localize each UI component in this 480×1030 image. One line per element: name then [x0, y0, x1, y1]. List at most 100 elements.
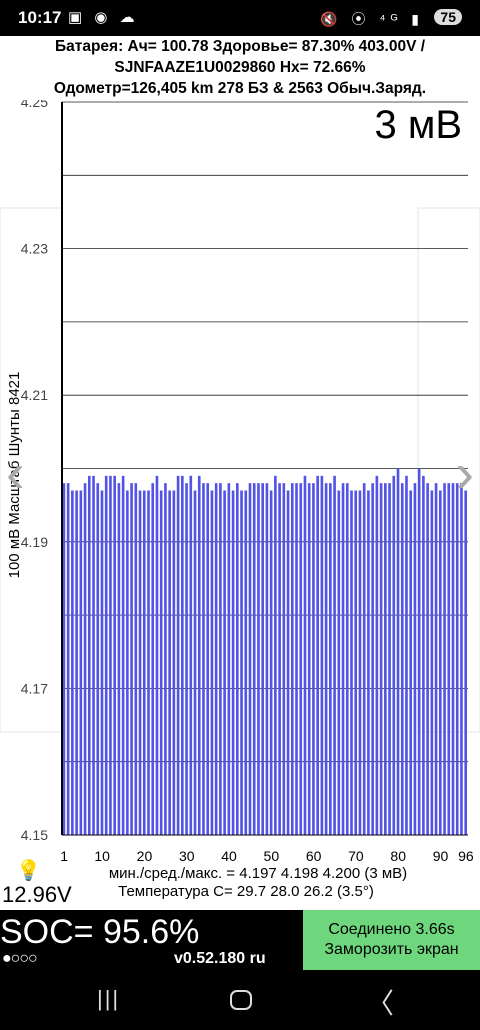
bar [303, 475, 307, 835]
bar [172, 490, 176, 835]
bar [447, 483, 451, 835]
bar [130, 483, 133, 835]
bar [121, 475, 125, 835]
y-tick-label: 4.21 [21, 387, 48, 403]
y-tick-label: 4.23 [21, 241, 48, 257]
bar [206, 483, 210, 835]
home-icon[interactable] [230, 990, 252, 1010]
bar [164, 483, 167, 835]
x-tick-label: 1 [60, 848, 68, 864]
bar [362, 483, 366, 835]
bar [240, 490, 243, 835]
y-axis-label: 100 мВ Масштаб Шунты 8421 [6, 372, 23, 579]
bar [422, 475, 425, 835]
bar [96, 483, 100, 835]
bar [413, 483, 417, 835]
aux-voltage: 12.96V [2, 882, 72, 907]
y-tick-label: 4.17 [21, 680, 48, 696]
status-time: 10:17 [18, 8, 62, 27]
x-tick-label: 40 [221, 848, 237, 864]
notification-icons: ▣ ◉ ☁ [68, 9, 139, 26]
scale-annotation: 3 мВ [374, 103, 462, 147]
freeze-screen-button[interactable]: Соединено 3.66s Заморозить экран [303, 910, 480, 970]
recent-apps-icon[interactable]: ||| [97, 986, 121, 1011]
bar [392, 475, 396, 835]
y-tick-label: 4.15 [21, 827, 48, 843]
bar [464, 490, 467, 835]
cell-voltage-chart[interactable]: 4.25 4.23 4.21 4.19 4.17 4.15 1 10 20 30 40 50 60 70 8… [0, 100, 480, 900]
bar [371, 483, 374, 835]
bar [155, 475, 159, 835]
bar [409, 490, 413, 835]
bar [430, 490, 434, 835]
bar [231, 490, 235, 835]
bar [92, 475, 95, 835]
bar [181, 475, 184, 835]
lightbulb-icon[interactable]: 💡 [16, 860, 41, 882]
back-icon[interactable]: 〈 [366, 988, 395, 1019]
y-tick-label: 4.19 [21, 534, 48, 550]
bar [79, 490, 83, 835]
bar [320, 475, 324, 835]
chart-svg: 4.25 4.23 4.21 4.19 4.17 4.15 1 10 20 30 40 50 60 70 8… [0, 100, 480, 900]
bar [316, 475, 319, 835]
bar [426, 483, 429, 835]
chevron-left-icon[interactable]: ‹ [6, 441, 25, 504]
bar [384, 483, 387, 835]
bar [333, 475, 336, 835]
x-tick-label: 70 [348, 848, 364, 864]
soc-value: SOC= 95.6% [0, 913, 200, 951]
bar [71, 490, 74, 835]
bar [100, 490, 104, 835]
bar [168, 490, 171, 835]
bar [417, 468, 421, 835]
x-tick-label: 10 [94, 848, 110, 864]
bar [396, 468, 400, 835]
bar [312, 483, 315, 835]
stats-line: мин./сред./макс. = 4.197 4.198 4.200 (3 … [109, 865, 407, 882]
page-dots[interactable]: ●○○○ [2, 950, 38, 967]
bar [138, 490, 142, 835]
bar [210, 490, 214, 835]
bar [151, 483, 155, 835]
system-nav-bar: ||| 〈 [0, 970, 480, 1030]
bar [350, 490, 353, 835]
bar [358, 490, 362, 835]
bar [87, 475, 91, 835]
bar [282, 483, 286, 835]
bar [227, 483, 231, 835]
x-tick-label: 20 [137, 848, 153, 864]
bar [62, 483, 66, 835]
bar [345, 483, 349, 835]
bar [104, 475, 108, 835]
bar [438, 490, 442, 835]
bar [460, 483, 463, 835]
chevron-right-icon[interactable]: › [455, 441, 474, 504]
bar [75, 490, 78, 835]
status-bar: 10:17 ▣ ◉ ☁ 🔇 ⦿ ⁴ᴳ ▮ 75 [0, 0, 480, 36]
bar [265, 483, 269, 835]
bar [257, 483, 260, 835]
bar [189, 475, 193, 835]
x-tick-label: 90 [433, 848, 449, 864]
bar [244, 490, 248, 835]
temperature-line: Температура С= 29.7 28.0 26.2 (3.5°) [118, 883, 374, 900]
bar [455, 483, 459, 835]
bar [83, 483, 87, 835]
freeze-label: Заморозить экран [324, 941, 459, 958]
bar [147, 490, 150, 835]
bar [341, 483, 345, 835]
vin-health-line: SJNFAAZE1U0029860 Hx= 72.66% [114, 59, 366, 76]
bar [278, 483, 281, 835]
bar [235, 483, 239, 835]
bar [299, 483, 303, 835]
y-tick-label: 4.25 [21, 100, 48, 110]
bar [375, 475, 379, 835]
bar [185, 483, 188, 835]
bar [248, 483, 252, 835]
x-tick-label: 96 [458, 848, 474, 864]
bar [197, 475, 201, 835]
bar [295, 483, 298, 835]
bar [193, 490, 197, 835]
bar [159, 490, 163, 835]
